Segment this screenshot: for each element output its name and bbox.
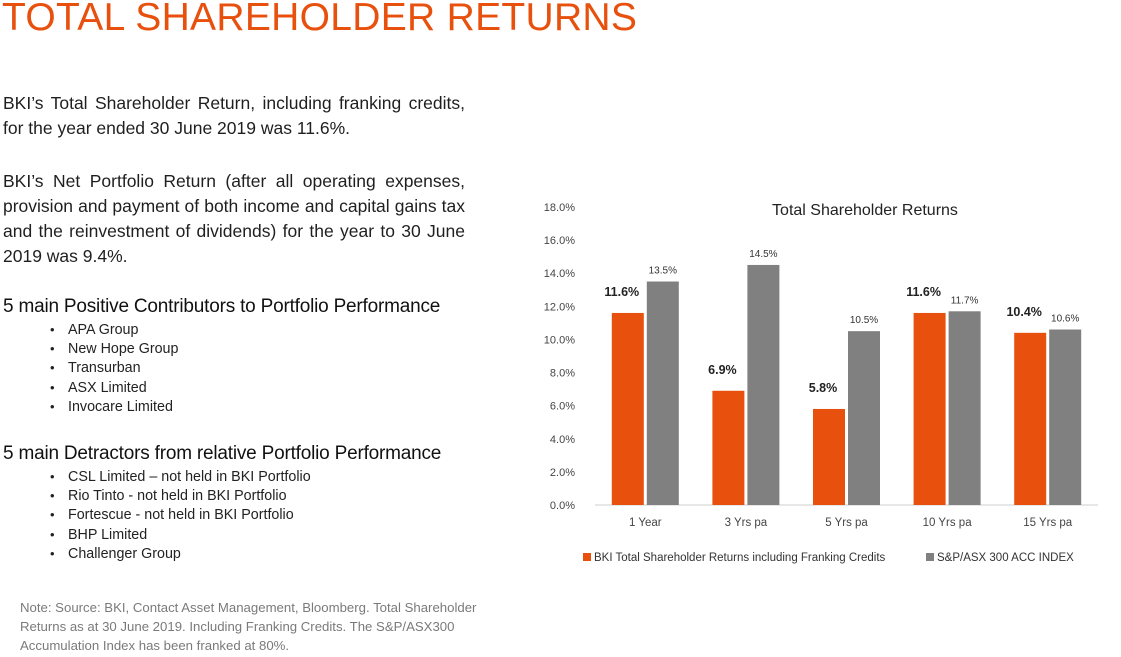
index-bar (1049, 329, 1082, 505)
bki-data-label: 11.6% (906, 285, 941, 299)
bar-chart-svg: Total Shareholder Returns 0.0% 2.0% 4.0% 6.0… (544, 202, 1098, 564)
index-bar (646, 281, 679, 505)
bki-bar (1014, 332, 1047, 505)
x-tick-label: 10 Yrs pa (923, 517, 973, 529)
bullet-icon: • (50, 488, 55, 504)
bki-data-label: 11.6% (604, 285, 639, 299)
bki-bar (913, 312, 946, 505)
bki-data-label: 6.9% (708, 363, 737, 377)
list-item: • Rio Tinto - not held in BKI Portfolio (50, 488, 287, 505)
x-tick-label: 3 Yrs pa (725, 517, 768, 529)
detractors-list: • CSL Limited – not held in BKI Portfolio… (50, 467, 311, 563)
y-tick-label: 2.0% (550, 467, 575, 479)
index-data-label: 11.7% (951, 295, 979, 306)
bullet-icon: • (50, 379, 55, 395)
x-tick-label: 15 Yrs pa (1023, 517, 1073, 529)
positive-contributors-heading: 5 main Positive Contributors to Portfoli… (3, 296, 441, 317)
legend-label-index: S&P/ASX 300 ACC INDEX (937, 552, 1074, 564)
y-tick-label: 8.0% (550, 368, 575, 380)
bullet-icon: • (50, 398, 55, 414)
index-data-label: 10.5% (850, 315, 878, 326)
bki-bar (712, 390, 745, 505)
list-item: • Invocare Limited (50, 398, 173, 415)
legend-swatch-bki (583, 553, 591, 561)
total-shareholder-returns-chart: Total Shareholder Returns 0.0% 2.0% 4.0% 6.0… (520, 190, 1120, 580)
list-item: • ASX Limited (50, 379, 147, 396)
list-item: • New Hope Group (50, 341, 179, 358)
y-tick-label: 0.0% (550, 500, 575, 512)
index-data-label: 14.5% (749, 249, 777, 260)
x-tick-label: 1 Year (629, 517, 662, 529)
list-item: • CSL Limited – not held in BKI Portfolio (50, 469, 311, 485)
index-bar (848, 331, 880, 505)
bullet-icon: • (50, 469, 55, 484)
y-tick-label: 6.0% (550, 401, 575, 413)
bullet-icon: • (50, 322, 55, 337)
bullet-icon: • (50, 341, 55, 357)
y-tick-label: 12.0% (544, 301, 575, 313)
y-tick-label: 18.0% (544, 202, 575, 214)
list-item: • BHP Limited (50, 526, 148, 543)
list-item: • Fortescue - not held in BKI Portfolio (50, 507, 294, 524)
source-note: Note: Source: BKI, Contact Asset Managem… (20, 600, 477, 653)
index-bar (747, 264, 780, 505)
bullet-icon: • (50, 360, 55, 376)
bullet-icon: • (50, 507, 55, 523)
chart-title: Total Shareholder Returns (772, 202, 958, 219)
y-tick-label: 14.0% (544, 268, 575, 280)
page-title: TOTAL SHAREHOLDER RETURNS (2, 0, 638, 39)
bullet-icon: • (50, 545, 55, 561)
x-tick-label: 5 Yrs pa (825, 517, 868, 529)
tsr-paragraph: BKI’s Total Shareholder Return, includin… (3, 93, 465, 138)
index-data-label: 13.5% (649, 266, 677, 277)
net-return-paragraph: BKI’s Net Portfolio Return (after all op… (3, 171, 465, 266)
bki-data-label: 10.4% (1006, 305, 1041, 319)
bki-bar (813, 408, 845, 505)
positive-contributors-list: • APA Group • New Hope Group • Transurban •… (50, 320, 178, 416)
bki-bar (611, 312, 644, 505)
legend-swatch-index (926, 553, 934, 561)
y-tick-label: 10.0% (544, 334, 575, 346)
bullet-icon: • (50, 526, 55, 542)
bki-data-label: 5.8% (809, 381, 838, 395)
list-item: • Transurban (50, 360, 141, 377)
legend-label-bki: BKI Total Shareholder Returns including … (594, 552, 886, 564)
list-item: • APA Group (50, 322, 139, 338)
index-data-label: 10.6% (1051, 314, 1079, 325)
index-bar (948, 311, 981, 505)
list-item: • Challenger Group (50, 545, 181, 562)
y-tick-label: 16.0% (544, 235, 575, 247)
detractors-heading: 5 main Detractors from relative Portfoli… (3, 443, 442, 464)
y-tick-label: 4.0% (550, 434, 575, 446)
